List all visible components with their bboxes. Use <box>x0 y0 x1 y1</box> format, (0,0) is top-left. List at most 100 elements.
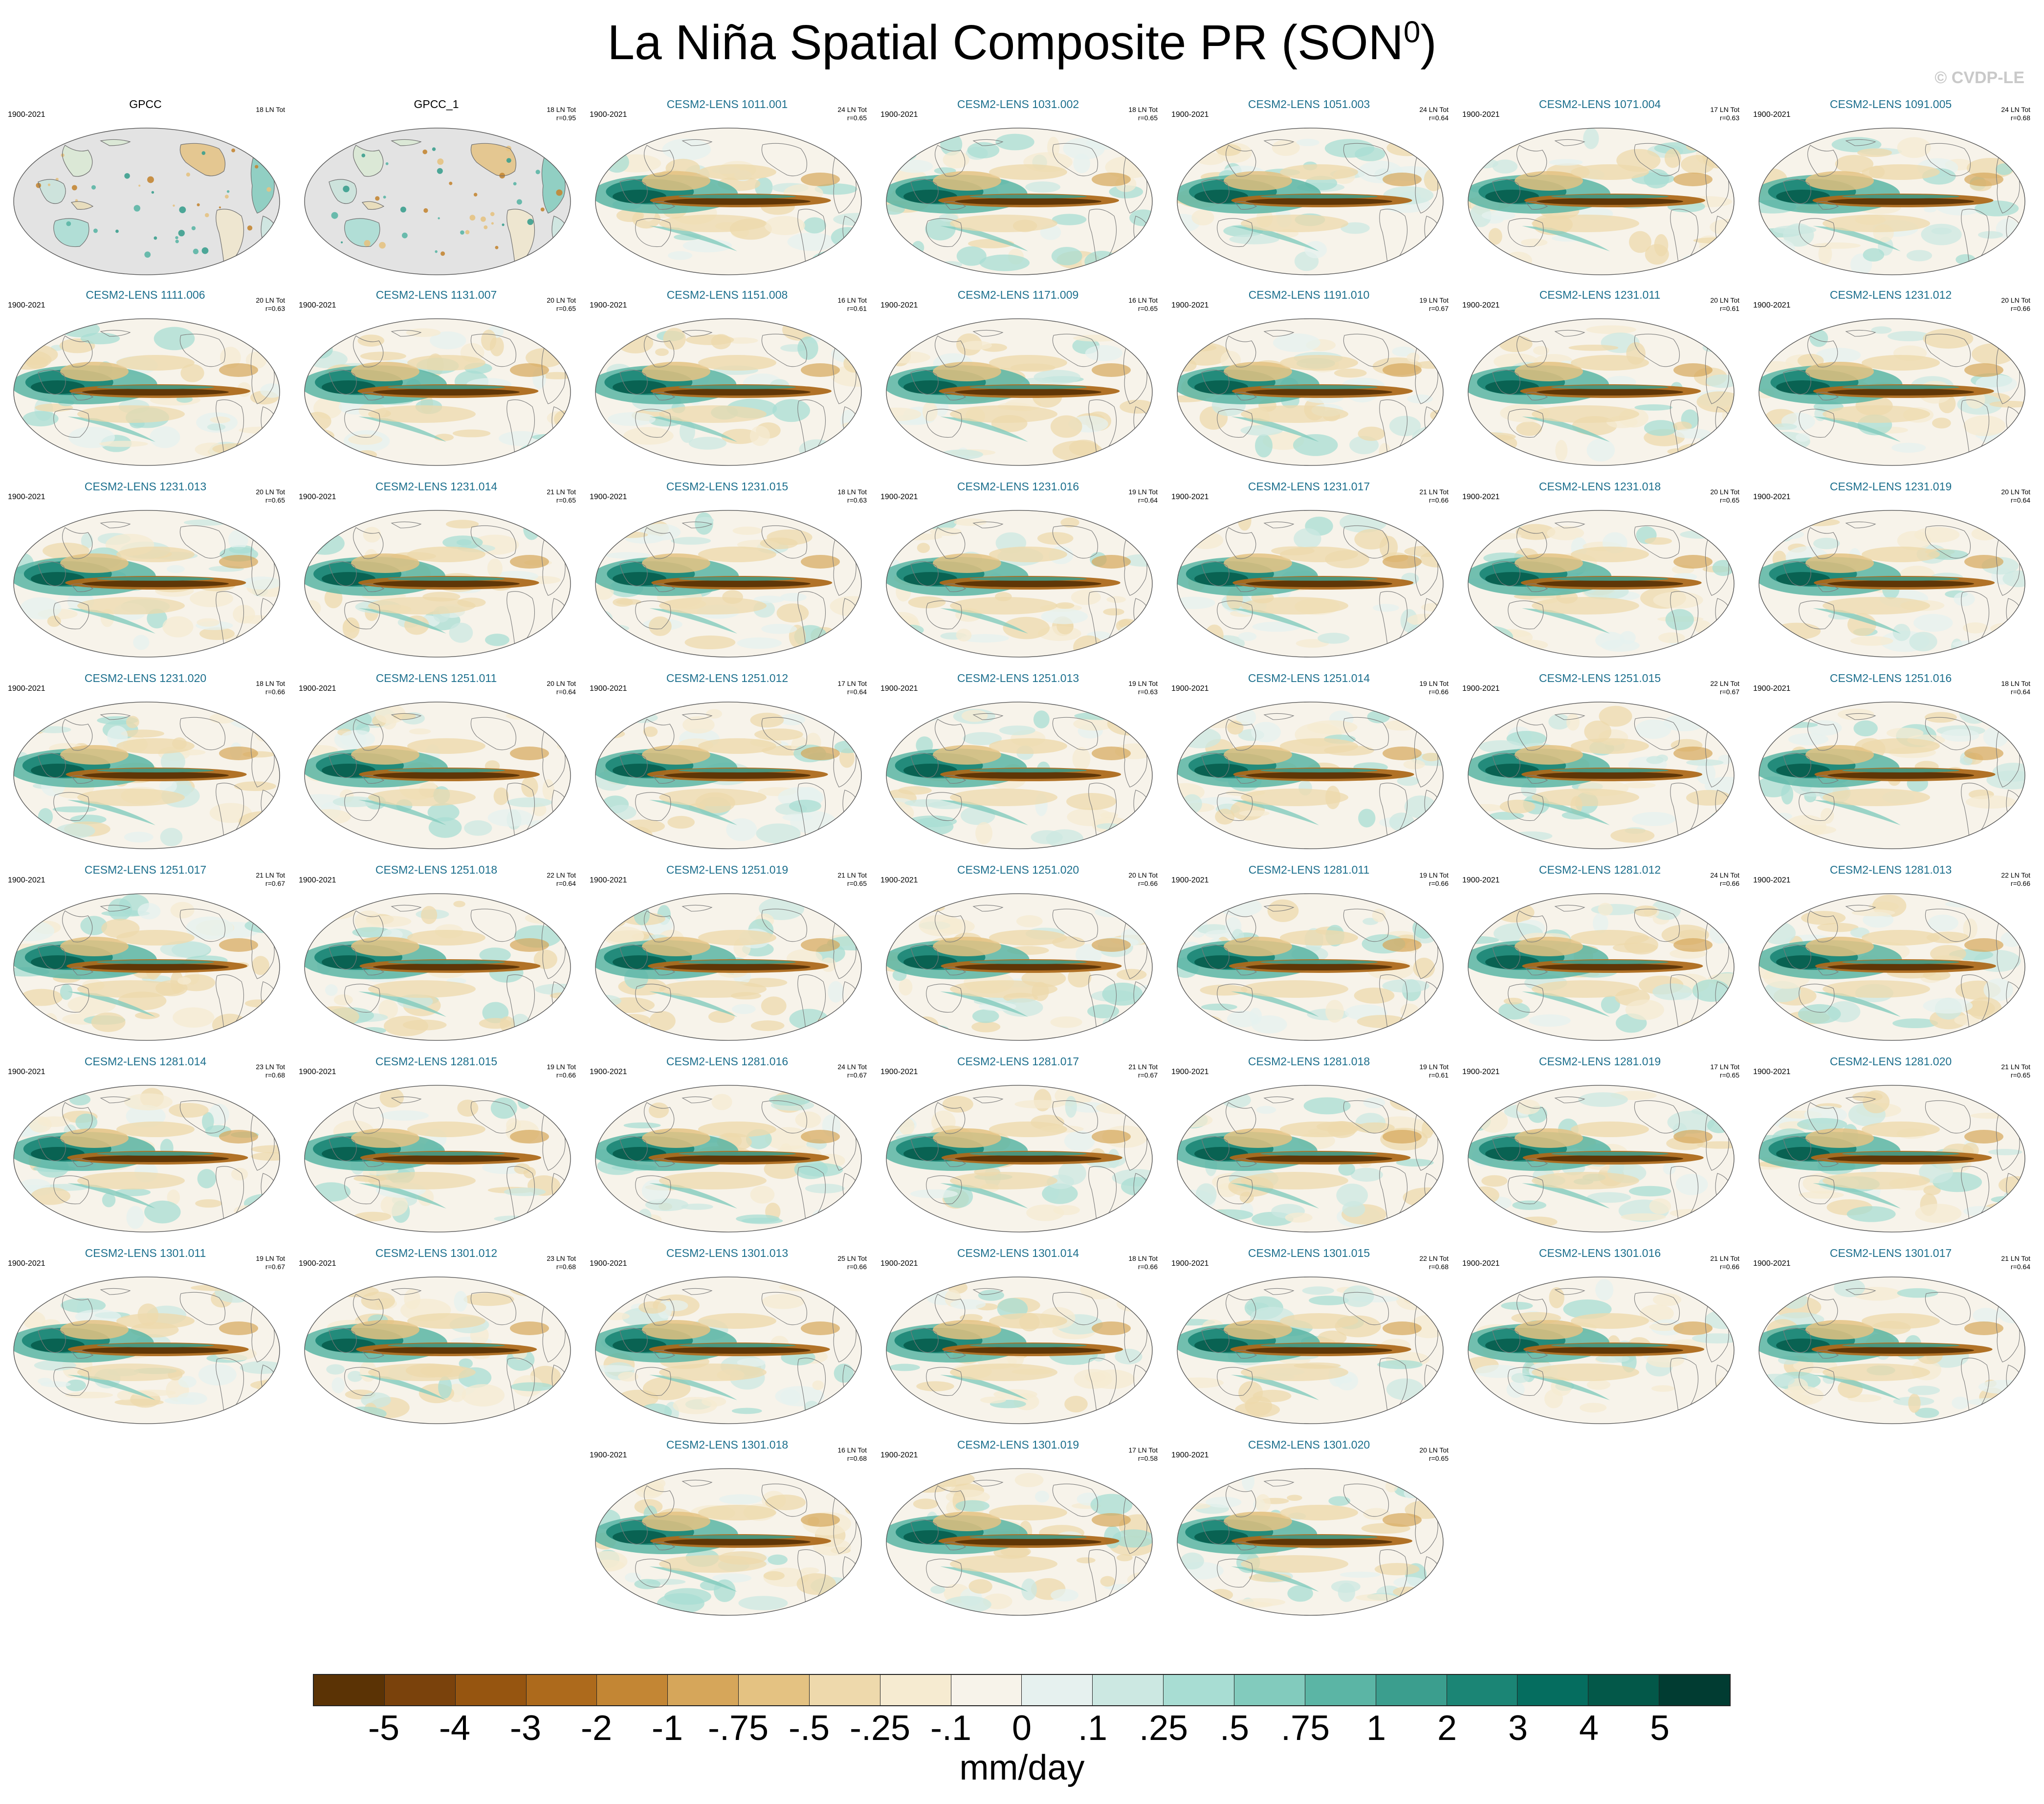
map-panel: CESM2-LENS 1231.017 1900-2021 21 LN Tot r=0… <box>1164 480 1454 666</box>
panel-pattern-correlation: r=0.66 <box>1429 496 1449 504</box>
map-panel: CESM2-LENS 1251.017 1900-2021 21 LN Tot r=0… <box>0 863 291 1049</box>
colorbar-swatch <box>951 1675 1022 1705</box>
map-panel: CESM2-LENS 1301.016 1900-2021 21 LN Tot r=0… <box>1454 1247 1745 1432</box>
panel-period: 1900-2021 <box>299 301 336 309</box>
panel-period: 1900-2021 <box>8 876 45 884</box>
precip-anomaly-map <box>1758 1085 2025 1232</box>
panel-event-count: 22 LN Tot <box>2001 871 2030 879</box>
panel-title: CESM2-LENS 1151.008 <box>666 288 788 301</box>
panel-pattern-correlation: r=0.67 <box>265 880 285 887</box>
precip-anomaly-map <box>595 318 862 466</box>
panel-title: CESM2-LENS 1281.015 <box>375 1055 498 1068</box>
panel-period: 1900-2021 <box>1171 1451 1209 1459</box>
precip-anomaly-map <box>595 702 862 849</box>
panel-title: CESM2-LENS 1071.004 <box>1538 98 1661 110</box>
panel-period: 1900-2021 <box>880 876 918 884</box>
panel-period: 1900-2021 <box>1462 1259 1500 1268</box>
panel-title: CESM2-LENS 1251.011 <box>375 672 497 684</box>
precip-anomaly-map <box>1758 318 2025 466</box>
panel-title: CESM2-LENS 1301.016 <box>1538 1247 1661 1259</box>
panel-title: CESM2-LENS 1251.016 <box>1829 672 1952 684</box>
map-panel: CESM2-LENS 1231.020 1900-2021 18 LN Tot r=0… <box>0 672 291 858</box>
map-panel: CESM2-LENS 1301.019 1900-2021 17 LN Tot r=0… <box>873 1438 1164 1624</box>
colorbar-swatch <box>1588 1675 1660 1705</box>
panel-period: 1900-2021 <box>299 1259 336 1268</box>
panel-event-count: 21 LN Tot <box>1710 1254 1739 1262</box>
panel-pattern-correlation: r=0.68 <box>1429 1263 1449 1271</box>
panel-event-count: 24 LN Tot <box>1419 106 1449 113</box>
panel-event-count: 21 LN Tot <box>837 871 867 879</box>
panel-pattern-correlation: r=0.61 <box>847 305 867 312</box>
panel-period: 1900-2021 <box>1171 1259 1209 1268</box>
panel-title: CESM2-LENS 1281.013 <box>1829 863 1952 876</box>
precip-anomaly-map <box>1177 702 1444 849</box>
precip-anomaly-map <box>1177 1276 1444 1424</box>
panel-title: CESM2-LENS 1251.017 <box>84 863 207 876</box>
panel-pattern-correlation: r=0.65 <box>1138 305 1158 312</box>
panel-period: 1900-2021 <box>880 1451 918 1459</box>
precip-anomaly-map <box>1468 1276 1735 1424</box>
panel-event-count: 18 LN Tot <box>1128 1254 1158 1262</box>
panel-pattern-correlation: r=0.66 <box>1429 880 1449 887</box>
map-panel: CESM2-LENS 1251.016 1900-2021 18 LN Tot r=0… <box>1745 672 2036 858</box>
panel-title: CESM2-LENS 1231.019 <box>1829 480 1952 493</box>
panel-title: CESM2-LENS 1251.012 <box>666 672 789 684</box>
colorbar-swatch <box>597 1675 668 1705</box>
precip-anomaly-map <box>304 510 571 658</box>
colorbar-tick-label: -2 <box>580 1709 613 1748</box>
panel-event-count: 20 LN Tot <box>256 488 285 496</box>
panel-title: CESM2-LENS 1251.018 <box>375 863 498 876</box>
precip-anomaly-map <box>1468 1085 1735 1232</box>
colorbar-swatch <box>1659 1675 1730 1705</box>
panel-title: CESM2-LENS 1301.012 <box>375 1247 498 1259</box>
panel-event-count: 20 LN Tot <box>1710 488 1739 496</box>
panel-event-count: 21 LN Tot <box>256 871 285 879</box>
precip-anomaly-map <box>886 702 1153 849</box>
panel-period: 1900-2021 <box>590 1068 627 1076</box>
precip-anomaly-map <box>1758 893 2025 1041</box>
panel-period: 1900-2021 <box>1171 301 1209 309</box>
panel-event-count: 20 LN Tot <box>2001 296 2030 304</box>
panel-pattern-correlation: r=0.66 <box>556 1071 576 1079</box>
map-panel: CESM2-LENS 1301.014 1900-2021 18 LN Tot r=0… <box>873 1247 1164 1432</box>
panel-title: CESM2-LENS 1301.018 <box>666 1438 789 1451</box>
panel-pattern-correlation: r=0.65 <box>1719 1071 1739 1079</box>
colorbar-swatch <box>1305 1675 1376 1705</box>
panel-title: CESM2-LENS 1231.020 <box>84 672 207 684</box>
precip-anomaly-map <box>13 1085 280 1232</box>
colorbar-swatch <box>809 1675 880 1705</box>
panel-title: CESM2-LENS 1231.013 <box>84 480 207 493</box>
panel-event-count: 20 LN Tot <box>256 296 285 304</box>
panel-period: 1900-2021 <box>1462 1068 1500 1076</box>
panel-period: 1900-2021 <box>8 493 45 501</box>
panel-period: 1900-2021 <box>1462 301 1500 309</box>
map-panel: CESM2-LENS 1281.017 1900-2021 21 LN Tot r=0… <box>873 1055 1164 1241</box>
map-panel: CESM2-LENS 1281.012 1900-2021 24 LN Tot r=0… <box>1454 863 1745 1049</box>
precip-anomaly-map <box>1177 510 1444 658</box>
precip-anomaly-map <box>1468 128 1735 275</box>
map-panel: CESM2-LENS 1281.011 1900-2021 19 LN Tot r=0… <box>1164 863 1454 1049</box>
panel-pattern-correlation: r=0.66 <box>847 1263 867 1271</box>
colorbar-tick-label: -1 <box>651 1709 683 1748</box>
panel-period: 1900-2021 <box>880 684 918 693</box>
panel-title: GPCC_1 <box>414 98 459 110</box>
panel-pattern-correlation: r=0.66 <box>2010 880 2030 887</box>
colorbar-tick-label: -.75 <box>707 1709 769 1748</box>
colorbar-tick-label: -.1 <box>930 1709 972 1748</box>
panel-event-count: 24 LN Tot <box>2001 106 2030 113</box>
panel-event-count: 21 LN Tot <box>2001 1063 2030 1071</box>
panel-title: CESM2-LENS 1031.002 <box>957 98 1079 110</box>
panel-period: 1900-2021 <box>1753 684 1791 693</box>
panel-pattern-correlation: r=0.64 <box>2010 688 2030 696</box>
panel-pattern-correlation: r=0.67 <box>847 1071 867 1079</box>
panel-period: 1900-2021 <box>880 301 918 309</box>
panel-title: CESM2-LENS 1251.019 <box>666 863 789 876</box>
precip-anomaly-map <box>886 128 1153 275</box>
colorbar-swatch <box>314 1675 385 1705</box>
map-panel: CESM2-LENS 1301.013 1900-2021 25 LN Tot r=0… <box>582 1247 873 1432</box>
panel-pattern-correlation: r=0.68 <box>265 1071 285 1079</box>
panel-event-count: 19 LN Tot <box>1419 680 1449 687</box>
panel-pattern-correlation: r=0.65 <box>1138 114 1158 122</box>
map-panel: CESM2-LENS 1231.013 1900-2021 20 LN Tot r=0… <box>0 480 291 666</box>
panel-title: CESM2-LENS 1281.012 <box>1538 863 1661 876</box>
